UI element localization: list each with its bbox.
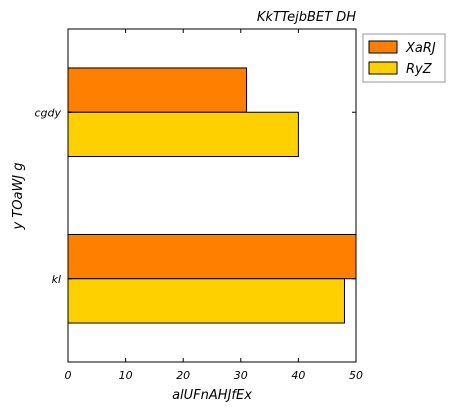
legend-label-xarj: XaRJ [405,41,436,56]
chart-title: KkTTejbBET DH [257,10,356,25]
legend-swatch-xarj [368,40,398,54]
x-tick-label: 40 [291,369,305,382]
legend: XaRJ RyZ [362,33,446,83]
x-tick-label: 0 [65,369,72,382]
bars-group [67,67,357,324]
x-axis-ticks: 0 10 20 30 40 50 [65,29,363,382]
plot-frame [67,28,357,363]
y-axis-label: y TOaWJ g [11,162,26,230]
legend-swatch-ryz [368,61,398,75]
y-tick-label-cgdy: cgdy [34,106,61,119]
x-axis-label: alUFnAHJfEx [172,388,252,403]
x-tick-label: 20 [176,369,190,382]
x-tick-label: 50 [349,369,363,382]
bar-ryz-kl [67,278,345,324]
bar-xarj-cgdy [67,67,248,113]
x-tick-label: 10 [119,369,133,382]
bar-xarj-kl [67,233,357,280]
x-tick-label: 30 [234,369,248,382]
y-tick-label-kl: kl [52,273,61,286]
y-axis-ticks: cgdy kl [34,106,356,286]
legend-label-ryz: RyZ [406,62,433,77]
bar-ryz-cgdy [67,111,299,158]
